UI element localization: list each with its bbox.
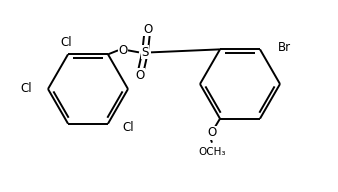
Text: O: O (136, 69, 145, 82)
Text: S: S (141, 46, 149, 59)
Text: Cl: Cl (122, 121, 134, 134)
Text: O: O (143, 23, 153, 36)
Text: O: O (118, 44, 128, 57)
Text: O: O (208, 126, 217, 139)
Text: Cl: Cl (60, 36, 72, 49)
Text: Br: Br (278, 41, 291, 54)
Text: OCH₃: OCH₃ (198, 147, 226, 157)
Text: Cl: Cl (20, 83, 32, 95)
